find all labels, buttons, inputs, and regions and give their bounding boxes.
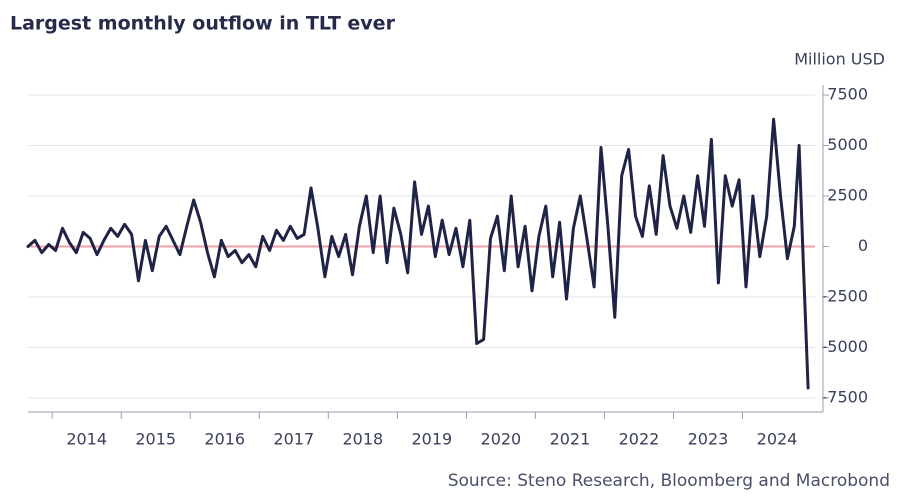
y-tick-label: 0 [858, 236, 868, 255]
y-tick-label: -7500 [822, 388, 869, 407]
x-tick-label: 2016 [204, 430, 245, 449]
x-tick-label: 2019 [411, 430, 452, 449]
data-line [26, 117, 810, 390]
x-tick-label: 2023 [688, 430, 729, 449]
x-tick-label: 2020 [481, 430, 522, 449]
y-tick-label: 7500 [827, 85, 868, 104]
source-note: Source: Steno Research, Bloomberg and Ma… [448, 471, 890, 491]
x-tick-label: 2015 [135, 430, 176, 449]
x-tick-label: 2024 [757, 430, 798, 449]
x-tick-label: 2022 [619, 430, 660, 449]
y-tick-label: -5000 [822, 337, 869, 356]
chart-title: Largest monthly outflow in TLT ever [10, 13, 396, 35]
x-tick-label: 2014 [66, 430, 107, 449]
y-tick-label: 5000 [827, 135, 868, 154]
x-tick-label: 2018 [342, 430, 383, 449]
y-tick-label: 2500 [827, 186, 868, 205]
y-axis-label: Million USD [794, 50, 885, 69]
x-tick-label: 2017 [273, 430, 314, 449]
x-tick-label: 2021 [550, 430, 591, 449]
y-tick-label: -2500 [822, 287, 869, 306]
